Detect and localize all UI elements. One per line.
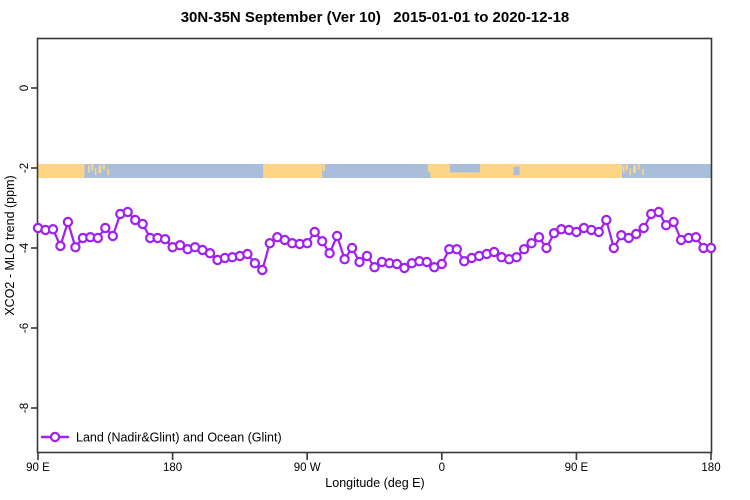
series-marker [339, 254, 350, 265]
series-marker [488, 246, 500, 258]
x-tick-label: 90 E [565, 462, 589, 474]
series-marker [511, 252, 522, 263]
x-tick-label: 90 W [294, 462, 321, 474]
series-marker [317, 235, 328, 247]
series-marker [137, 218, 148, 230]
x-tick-label: 90 E [26, 462, 50, 474]
series-marker [421, 256, 432, 268]
series-marker [391, 258, 403, 270]
series-marker [541, 242, 552, 254]
series-marker [668, 216, 679, 228]
map-band-island [642, 168, 644, 176]
legend-marker-sample [49, 431, 61, 443]
series-marker [354, 256, 365, 268]
y-tick-label: -2 [19, 163, 31, 173]
series-marker [55, 240, 66, 252]
map-band-sea-notch [513, 166, 520, 176]
y-axis-title: XCO2 - MLO trend (ppm) [3, 175, 17, 315]
series-marker [451, 243, 462, 255]
series-marker [638, 222, 649, 234]
series-marker [129, 214, 141, 226]
map-band-island [107, 168, 110, 176]
legend-label: Land (Nadir&Glint) and Ocean (Glint) [76, 431, 282, 445]
series-marker [92, 232, 104, 244]
series-marker [302, 237, 313, 249]
series-marker [47, 223, 59, 235]
map-band-island [629, 168, 631, 176]
map-band-land [263, 164, 323, 178]
page-title: 30N-35N September (Ver 10) 2015-01-01 to… [180, 9, 570, 26]
series-marker [361, 250, 373, 262]
series-marker [653, 206, 664, 218]
map-band-island [322, 164, 325, 171]
map-band-island [622, 165, 625, 173]
map-band-island [91, 164, 94, 171]
y-tick-label: -8 [19, 403, 31, 413]
series-marker [346, 242, 358, 254]
series-marker [533, 231, 545, 243]
series-marker [601, 214, 612, 226]
y-tick-label: -4 [19, 242, 31, 253]
series-marker [571, 226, 582, 238]
series-marker [608, 242, 620, 254]
map-band-island [103, 164, 105, 170]
series-marker [436, 258, 447, 270]
x-tick-label: 180 [701, 462, 720, 474]
map-band-island [633, 165, 636, 174]
map-band-island [637, 164, 640, 170]
series-marker [70, 241, 81, 253]
map-band-sea-notch [428, 172, 431, 178]
series-marker [264, 237, 275, 249]
map-band-sea-notch [450, 164, 480, 173]
map-band-island [88, 165, 90, 173]
y-tick-label: 0 [19, 85, 31, 91]
x-tick-label: 180 [163, 462, 182, 474]
series-marker [331, 230, 343, 242]
series-marker [107, 230, 119, 242]
x-axis-title: Longitude (deg E) [325, 476, 425, 490]
series-marker [690, 231, 702, 243]
series-marker [623, 232, 634, 244]
series-marker [324, 247, 335, 259]
series-marker [631, 228, 642, 240]
series-marker [399, 262, 410, 274]
series-marker [242, 248, 253, 260]
series-marker [174, 239, 186, 251]
series-marker [705, 242, 717, 254]
series-marker [122, 206, 133, 218]
series-marker [257, 264, 268, 276]
series-marker [369, 262, 380, 273]
series-marker [100, 222, 111, 234]
map-band-island [98, 165, 102, 174]
y-tick-label: -6 [19, 323, 31, 333]
x-tick-label: 0 [439, 462, 445, 474]
map-band-land [38, 164, 85, 178]
series-marker [526, 237, 537, 249]
series-marker [518, 243, 530, 255]
map-band-island [94, 168, 97, 176]
series-marker [309, 226, 320, 238]
series-marker [249, 258, 261, 269]
series-marker [204, 247, 216, 259]
series-marker [159, 233, 171, 245]
series-marker [593, 226, 605, 238]
map-band-island [625, 164, 628, 171]
series-marker [62, 216, 74, 228]
